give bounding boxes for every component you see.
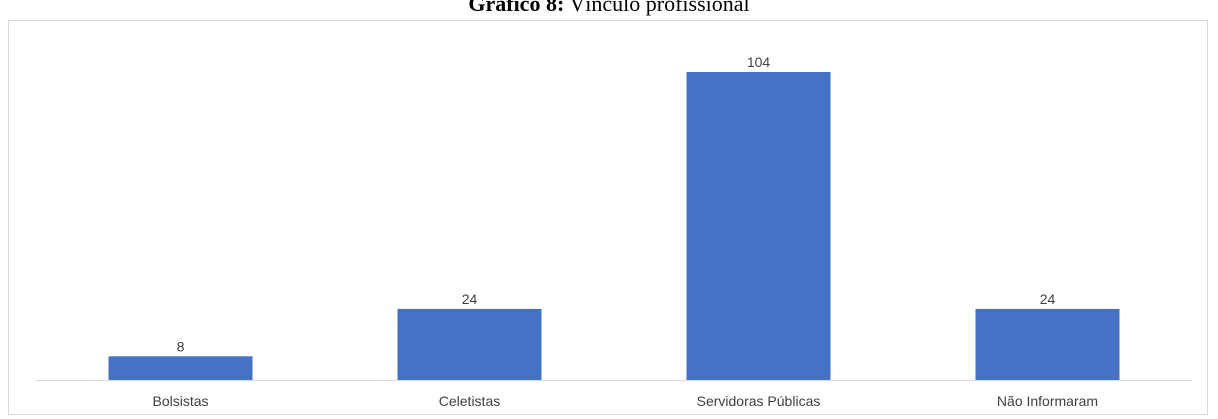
data-label-3: 24 — [1040, 291, 1056, 307]
category-label-3: Não Informaram — [997, 393, 1098, 409]
value-labels-group: 8 24 104 24 — [177, 54, 1056, 354]
category-label-0: Bolsistas — [152, 393, 208, 409]
category-labels-group: Bolsistas Celetistas Servidoras Públicas Nã… — [152, 393, 1098, 409]
chart-title-text: Vínculo profissional — [564, 0, 750, 16]
data-label-2: 104 — [747, 54, 771, 70]
chart-title: Gráfico 8: Vínculo profissional — [0, 0, 1218, 17]
bar-3 — [975, 308, 1120, 380]
data-label-0: 8 — [177, 338, 185, 354]
category-label-1: Celetistas — [439, 393, 500, 409]
chart-title-number: Gráfico 8: — [468, 0, 565, 16]
data-label-1: 24 — [462, 291, 478, 307]
bars-group — [108, 72, 1120, 380]
bar-1 — [397, 308, 542, 380]
bar-2 — [686, 72, 831, 380]
bar-0 — [108, 356, 253, 380]
category-label-2: Servidoras Públicas — [697, 393, 821, 409]
